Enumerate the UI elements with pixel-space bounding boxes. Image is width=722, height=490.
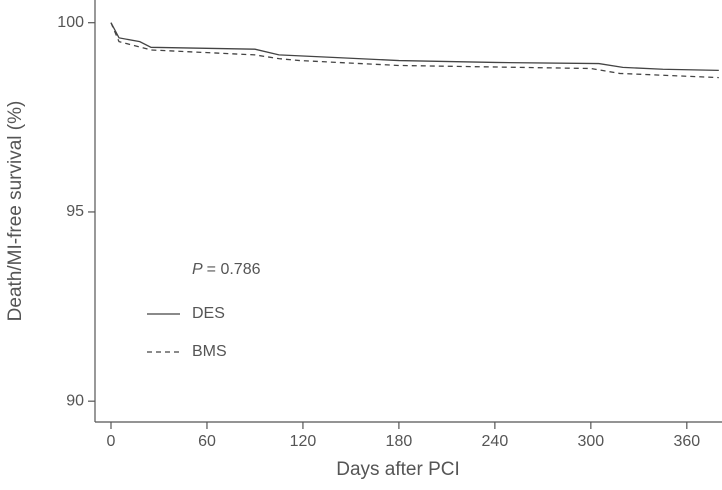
x-tick-label: 60 bbox=[198, 433, 216, 450]
x-tick-label: 360 bbox=[673, 433, 700, 450]
x-tick-label: 300 bbox=[577, 433, 604, 450]
p-value: P = 0.786 bbox=[192, 261, 261, 278]
survival-line bbox=[110, 22, 719, 72]
y-tick-label: 90 bbox=[66, 392, 84, 409]
p-symbol: P bbox=[192, 261, 203, 278]
legend-label: BMS bbox=[192, 343, 227, 360]
y-tick-label: 100 bbox=[57, 14, 84, 31]
x-tick-label: 0 bbox=[107, 433, 116, 450]
legend-label: DES bbox=[192, 305, 225, 322]
x-tick-label: 120 bbox=[290, 433, 317, 450]
survival-line bbox=[110, 22, 719, 79]
y-axis-label: Death/MI-free survival (%) bbox=[5, 101, 26, 322]
x-axis-label: Days after PCI bbox=[336, 459, 460, 480]
x-tick-label: 240 bbox=[482, 433, 509, 450]
x-tick-label: 180 bbox=[386, 433, 413, 450]
y-tick-label: 95 bbox=[66, 203, 84, 220]
p-text: = 0.786 bbox=[207, 261, 261, 278]
